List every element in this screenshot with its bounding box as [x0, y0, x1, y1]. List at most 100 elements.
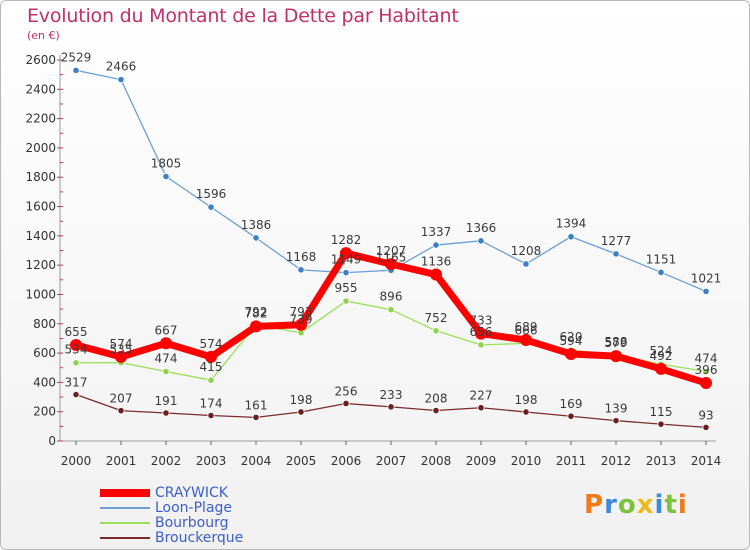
data-label-loon-plage: 1208: [511, 244, 542, 258]
point-brouckerque: [477, 404, 485, 412]
point-craywick: [385, 258, 397, 271]
point-loon-plage: [162, 172, 170, 181]
data-label-loon-plage: 1394: [556, 217, 587, 231]
data-label-bourbourg: 534: [65, 343, 88, 357]
x-tick-label: 2005: [286, 454, 317, 468]
y-tick-label: 1600: [25, 200, 56, 214]
data-label-bourbourg: 474: [695, 352, 718, 366]
data-label-brouckerque: 169: [560, 397, 583, 411]
data-label-craywick: 655: [65, 325, 88, 339]
point-brouckerque: [162, 409, 170, 417]
data-label-craywick: 1282: [331, 233, 362, 247]
point-craywick: [700, 376, 712, 389]
point-loon-plage: [702, 287, 710, 295]
logo-letter: o: [617, 490, 637, 520]
data-label-bourbourg: 474: [155, 352, 178, 366]
data-label-craywick: 689: [515, 320, 538, 334]
data-label-brouckerque: 227: [470, 389, 493, 403]
point-bourbourg: [387, 306, 395, 314]
point-craywick: [205, 350, 217, 363]
logo-letter: i: [654, 490, 665, 520]
data-label-craywick: 579: [605, 336, 628, 350]
data-label-brouckerque: 191: [155, 394, 178, 408]
point-craywick: [430, 268, 442, 281]
point-craywick: [250, 320, 262, 333]
point-loon-plage: [297, 266, 305, 274]
y-tick-label: 1800: [25, 170, 56, 184]
axes: 0 200 400 600 800 1000 1200 1400 1600 1800 2000 220…: [25, 53, 721, 468]
point-craywick: [475, 327, 487, 340]
x-tick-label: 2006: [331, 454, 362, 468]
y-tick-label: 1200: [25, 258, 56, 272]
data-label-bourbourg: 620: [560, 330, 583, 344]
data-label-brouckerque: 208: [425, 392, 448, 406]
x-tick-label: 2007: [376, 454, 407, 468]
data-label-bourbourg: 792: [245, 305, 268, 319]
data-label-loon-plage: 1277: [601, 234, 632, 248]
data-label-craywick: 1136: [421, 255, 452, 269]
point-loon-plage: [72, 66, 80, 75]
x-tick-label: 2008: [421, 454, 452, 468]
y-tick-label: 800: [33, 317, 56, 331]
legend-swatch: [100, 522, 150, 524]
x-tick-label: 2001: [106, 454, 137, 468]
logo-letter: i: [677, 490, 688, 520]
y-tick-label: 600: [33, 346, 56, 360]
data-label-bourbourg: 588: [605, 335, 628, 349]
legend-item-brouckerque: Brouckerque: [100, 531, 300, 546]
data-label-loon-plage: 2529: [61, 50, 92, 64]
y-tick-label: 1400: [25, 229, 56, 243]
data-label-brouckerque: 174: [200, 397, 223, 411]
point-loon-plage: [342, 269, 350, 277]
point-bourbourg: [477, 341, 485, 349]
data-label-brouckerque: 256: [335, 384, 358, 398]
point-craywick: [115, 350, 127, 363]
series-layer: [70, 66, 712, 431]
point-loon-plage: [207, 203, 215, 211]
data-label-craywick: 733: [470, 314, 493, 328]
data-label-brouckerque: 115: [650, 405, 673, 419]
point-bourbourg: [342, 297, 350, 305]
legend-item-loon-plage: Loon-Plage: [100, 501, 300, 516]
proxiti-logo: Proxiti: [584, 490, 688, 520]
point-loon-plage: [432, 241, 440, 249]
point-craywick: [295, 318, 307, 331]
point-brouckerque: [612, 417, 620, 425]
data-label-bourbourg: 524: [650, 344, 673, 358]
chart-subtitle: (en €): [27, 29, 60, 42]
data-label-loon-plage: 1165: [376, 250, 407, 264]
point-brouckerque: [117, 407, 125, 415]
point-brouckerque: [522, 408, 530, 416]
point-loon-plage: [612, 250, 620, 258]
y-tick-label: 2000: [25, 141, 56, 155]
point-loon-plage: [117, 76, 125, 84]
logo-letter: t: [664, 490, 678, 520]
data-label-loon-plage: 1805: [151, 156, 182, 170]
legend-item-bourbourg: Bourbourg: [100, 516, 300, 531]
point-brouckerque: [702, 423, 710, 431]
data-label-brouckerque: 317: [65, 376, 88, 390]
legend-swatch: [100, 537, 150, 539]
x-tick-label: 2002: [151, 454, 182, 468]
x-tick-label: 2014: [691, 454, 722, 468]
data-label-brouckerque: 207: [110, 392, 133, 406]
point-brouckerque: [432, 406, 440, 415]
logo-letter: P: [584, 490, 605, 520]
data-label-craywick: 667: [155, 323, 178, 337]
point-loon-plage: [252, 234, 260, 242]
x-tick-label: 2000: [61, 454, 92, 468]
point-brouckerque: [72, 390, 80, 399]
y-tick-label: 400: [33, 375, 56, 389]
data-label-brouckerque: 161: [245, 398, 268, 412]
point-bourbourg: [162, 367, 170, 376]
data-label-bourbourg: 739: [290, 313, 313, 327]
legend-swatch: [100, 489, 150, 497]
legend-swatch: [100, 507, 150, 509]
logo-letter: r: [604, 490, 618, 520]
point-brouckerque: [657, 420, 665, 428]
x-tick-label: 2003: [196, 454, 227, 468]
point-brouckerque: [207, 411, 215, 420]
x-tick-label: 2012: [601, 454, 632, 468]
x-tick-label: 2013: [646, 454, 677, 468]
